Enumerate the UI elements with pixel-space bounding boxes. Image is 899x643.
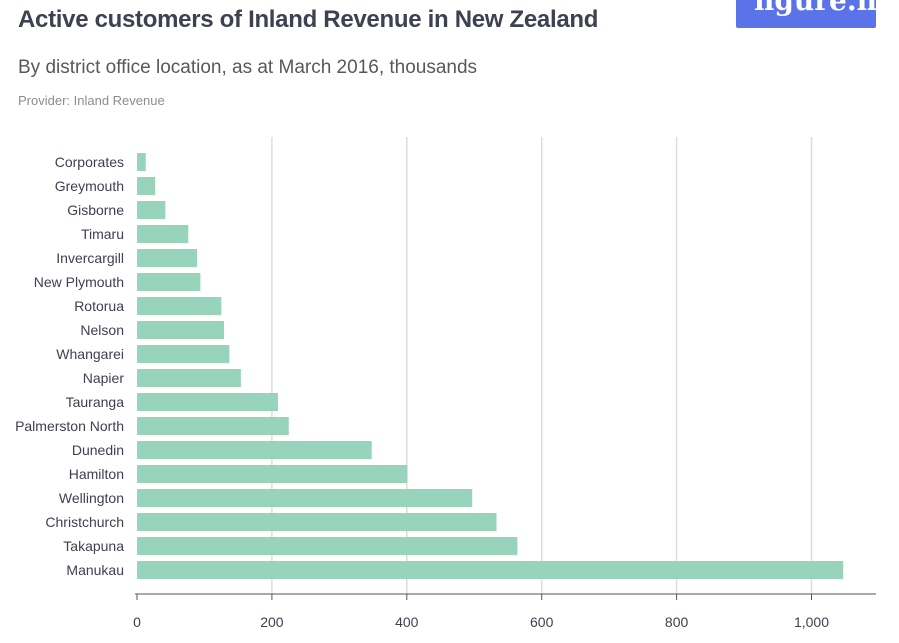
x-tick-label: 0 <box>133 614 141 630</box>
logo-text: figure.nz <box>754 0 876 17</box>
category-label: Hamilton <box>69 466 124 482</box>
category-label: Napier <box>83 370 125 386</box>
category-label: Nelson <box>80 322 124 338</box>
bar-takapuna[interactable] <box>137 537 518 555</box>
bar-manukau[interactable] <box>137 561 844 579</box>
category-label: Timaru <box>81 226 124 242</box>
bar-wellington[interactable] <box>137 489 473 507</box>
category-label: Palmerston North <box>15 418 124 434</box>
x-tick-label: 600 <box>530 614 554 630</box>
x-axis: 0 200 400 600 800 1,000 <box>133 593 876 630</box>
x-tick-label: 800 <box>665 614 689 630</box>
category-label: Rotorua <box>74 298 124 314</box>
category-label: Greymouth <box>55 178 124 194</box>
category-label: New Plymouth <box>34 274 124 290</box>
category-label: Takapuna <box>63 538 124 554</box>
category-labels: Corporates Greymouth Gisborne Timaru Inverca… <box>15 154 124 578</box>
category-label: Christchurch <box>45 514 124 530</box>
bar-timaru[interactable] <box>137 225 189 243</box>
category-label: Dunedin <box>72 442 124 458</box>
bar-dunedin[interactable] <box>137 441 372 459</box>
category-label: Wellington <box>59 490 124 506</box>
bar-new-plymouth[interactable] <box>137 273 201 291</box>
category-label: Whangarei <box>56 346 124 362</box>
category-label: Tauranga <box>66 394 125 410</box>
category-label: Manukau <box>66 562 124 578</box>
bar-rotorua[interactable] <box>137 297 222 315</box>
bar-invercargill[interactable] <box>137 249 198 267</box>
x-tick-label: 400 <box>395 614 419 630</box>
bar-whangarei[interactable] <box>137 345 230 363</box>
bar-christchurch[interactable] <box>137 513 497 531</box>
x-tick-label: 1,000 <box>794 614 829 630</box>
category-label: Invercargill <box>56 250 124 266</box>
bar-napier[interactable] <box>137 369 241 387</box>
bar-greymouth[interactable] <box>137 177 156 195</box>
bar-gisborne[interactable] <box>137 201 166 219</box>
chart-subtitle: By district office location, as at March… <box>18 57 478 78</box>
bar-corporates[interactable] <box>137 153 146 171</box>
bar-palmerston-north[interactable] <box>137 417 289 435</box>
x-tick-label: 200 <box>260 614 284 630</box>
figure-nz-logo[interactable]: figure.nz <box>736 0 876 28</box>
category-label: Corporates <box>55 154 124 170</box>
category-label: Gisborne <box>67 202 124 218</box>
bar-nelson[interactable] <box>137 321 225 339</box>
provider-text: Provider: Inland Revenue <box>18 93 165 108</box>
bar-hamilton[interactable] <box>137 465 408 483</box>
bar-tauranga[interactable] <box>137 393 278 411</box>
chart-title: Active customers of Inland Revenue in Ne… <box>18 6 599 33</box>
bars <box>137 153 844 579</box>
